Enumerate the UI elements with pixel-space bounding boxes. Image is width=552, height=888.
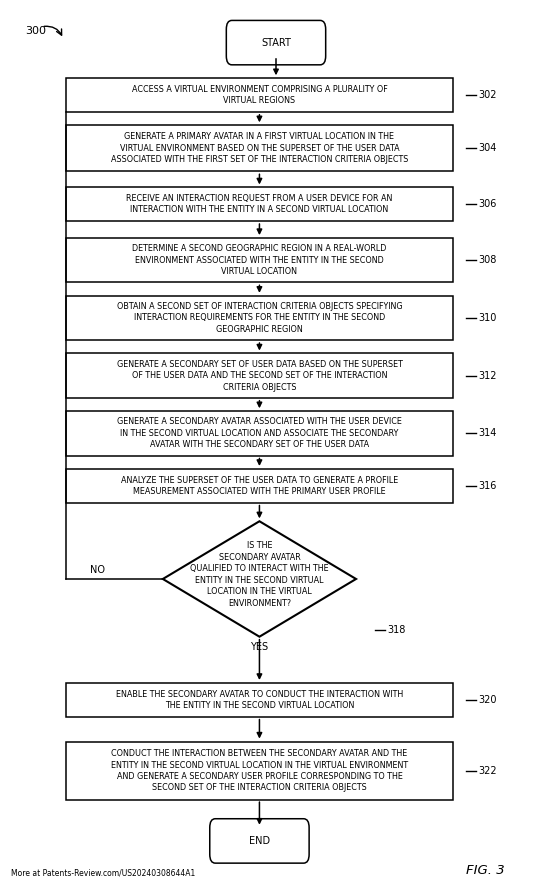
Text: 306: 306: [479, 199, 497, 210]
Bar: [66, 469, 453, 503]
Bar: [66, 296, 453, 340]
Text: CONDUCT THE INTERACTION BETWEEN THE SECONDARY AVATAR AND THE
ENTITY IN THE SECON: CONDUCT THE INTERACTION BETWEEN THE SECO…: [111, 749, 408, 792]
Text: 302: 302: [479, 90, 497, 100]
Bar: [66, 238, 453, 282]
Text: 322: 322: [479, 765, 497, 776]
FancyBboxPatch shape: [226, 20, 326, 65]
Bar: [66, 78, 453, 112]
Bar: [66, 683, 453, 717]
Text: OBTAIN A SECOND SET OF INTERACTION CRITERIA OBJECTS SPECIFYING
INTERACTION REQUI: OBTAIN A SECOND SET OF INTERACTION CRITE…: [116, 302, 402, 334]
Text: 314: 314: [479, 428, 497, 439]
Text: 304: 304: [479, 143, 497, 154]
Polygon shape: [163, 521, 356, 637]
Text: ANALYZE THE SUPERSET OF THE USER DATA TO GENERATE A PROFILE
MEASUREMENT ASSOCIAT: ANALYZE THE SUPERSET OF THE USER DATA TO…: [121, 475, 398, 496]
Text: NO: NO: [90, 565, 105, 575]
Bar: [66, 742, 453, 799]
Text: GENERATE A SECONDARY SET OF USER DATA BASED ON THE SUPERSET
OF THE USER DATA AND: GENERATE A SECONDARY SET OF USER DATA BA…: [116, 360, 402, 392]
Text: 310: 310: [479, 313, 497, 323]
Text: More at Patents-Review.com/US20240308644A1: More at Patents-Review.com/US20240308644…: [11, 868, 195, 877]
Bar: [66, 411, 453, 456]
Text: END: END: [249, 836, 270, 846]
Text: 316: 316: [479, 480, 497, 491]
Text: 308: 308: [479, 255, 497, 266]
Text: 320: 320: [479, 694, 497, 705]
Text: GENERATE A SECONDARY AVATAR ASSOCIATED WITH THE USER DEVICE
IN THE SECOND VIRTUA: GENERATE A SECONDARY AVATAR ASSOCIATED W…: [117, 417, 402, 449]
Text: YES: YES: [251, 642, 268, 652]
Text: START: START: [261, 37, 291, 48]
Text: GENERATE A PRIMARY AVATAR IN A FIRST VIRTUAL LOCATION IN THE
VIRTUAL ENVIRONMENT: GENERATE A PRIMARY AVATAR IN A FIRST VIR…: [111, 132, 408, 164]
Text: FIG. 3: FIG. 3: [466, 864, 505, 877]
Text: ACCESS A VIRTUAL ENVIRONMENT COMPRISING A PLURALITY OF
VIRTUAL REGIONS: ACCESS A VIRTUAL ENVIRONMENT COMPRISING …: [131, 84, 388, 106]
Text: RECEIVE AN INTERACTION REQUEST FROM A USER DEVICE FOR AN
INTERACTION WITH THE EN: RECEIVE AN INTERACTION REQUEST FROM A US…: [126, 194, 392, 215]
Text: 318: 318: [388, 625, 406, 636]
Bar: [66, 187, 453, 221]
Bar: [66, 125, 453, 171]
Text: DETERMINE A SECOND GEOGRAPHIC REGION IN A REAL-WORLD
ENVIRONMENT ASSOCIATED WITH: DETERMINE A SECOND GEOGRAPHIC REGION IN …: [132, 244, 386, 276]
Text: IS THE
SECONDARY AVATAR
QUALIFIED TO INTERACT WITH THE
ENTITY IN THE SECOND VIRT: IS THE SECONDARY AVATAR QUALIFIED TO INT…: [190, 542, 329, 607]
Text: 300: 300: [25, 26, 46, 36]
Text: 312: 312: [479, 370, 497, 381]
Text: ENABLE THE SECONDARY AVATAR TO CONDUCT THE INTERACTION WITH
THE ENTITY IN THE SE: ENABLE THE SECONDARY AVATAR TO CONDUCT T…: [116, 689, 403, 710]
Bar: [66, 353, 453, 398]
FancyBboxPatch shape: [210, 819, 309, 863]
